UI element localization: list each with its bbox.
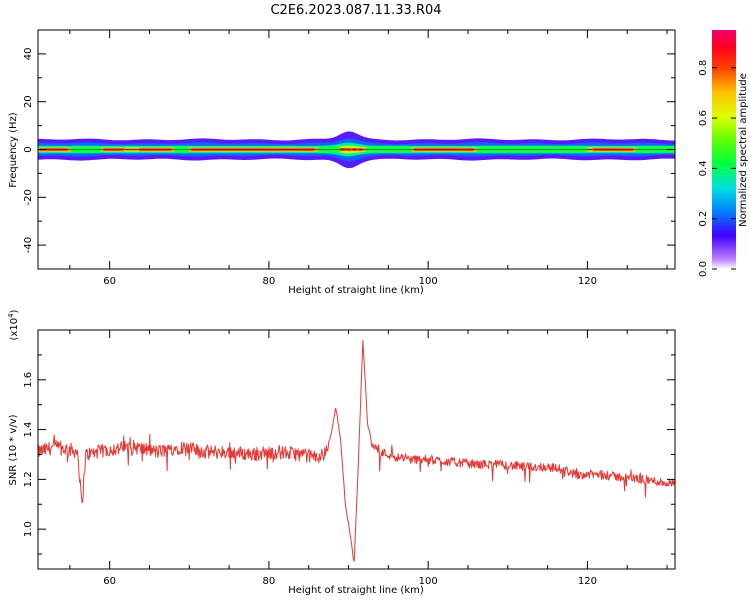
spectrogram-x-axis-label: Height of straight line (km) [288,285,424,296]
spectrogram-x-tick-label: 120 [578,276,597,287]
snr-x-tick-label: 80 [263,576,276,587]
colorbar-tick-label: 0.0 [698,261,709,277]
colorbar: 0.0 0.2 0.4 0.6 0.8 Normalized spectral ampl… [698,30,749,277]
snr-y-multiplier: (x104) [7,309,20,340]
spectrogram-y-tick-label: -40 [23,237,34,253]
figure-title: C2E6.2023.087.11.33.R04 [270,3,441,18]
snr-ticks: 60 80 100 120 1.0 1.2 1.4 1.6 [23,330,675,587]
spectrogram-ticks: 60 80 100 120 -40 -20 0 20 40 [23,29,675,287]
snr-y-tick-label: 1.6 [23,372,34,388]
colorbar-label: Normalized spectral amplitude [738,73,749,227]
snr-y-tick-label: 1.0 [23,521,34,537]
snr-x-tick-label: 120 [578,576,597,587]
colorbar-tick-label: 0.6 [698,110,709,126]
snr-y-axis-label: SNR (10 * v/v) [8,414,19,485]
heatmap-ridge [38,131,675,169]
snr-frame [37,329,676,570]
spectrogram-x-tick-label: 80 [263,276,276,287]
colorbar-tick-label: 0.8 [698,60,709,76]
snr-x-tick-label: 100 [419,576,438,587]
colorbar-tick-label: 0.4 [698,160,709,176]
colorbar-gradient [712,30,736,269]
snr-y-tick-label: 1.4 [23,422,34,438]
spectrogram-x-tick-label: 100 [419,276,438,287]
spectrogram-panel: 60 80 100 120 -40 -20 0 20 40 Height of straight… [8,29,676,296]
spectrogram-y-tick-label: 20 [23,95,34,108]
colorbar-ticks: 0.0 0.2 0.4 0.6 0.8 [698,60,736,277]
spectrogram-y-axis-label: Frequency (Hz) [8,112,19,188]
snr-series-line [38,339,675,562]
spectrogram-y-tick-label: 0 [23,146,34,152]
snr-panel: 60 80 100 120 1.0 1.2 1.4 1.6 Height of straigh… [7,309,676,596]
spectrogram-y-tick-label: -20 [23,189,34,205]
colorbar-tick-label: 0.2 [698,211,709,227]
spectrogram-x-tick-label: 60 [103,276,116,287]
snr-y-tick-label: 1.2 [23,471,34,487]
snr-x-axis-label: Height of straight line (km) [288,585,424,596]
spectrogram-y-tick-label: 40 [23,48,34,61]
snr-x-tick-label: 60 [103,576,116,587]
